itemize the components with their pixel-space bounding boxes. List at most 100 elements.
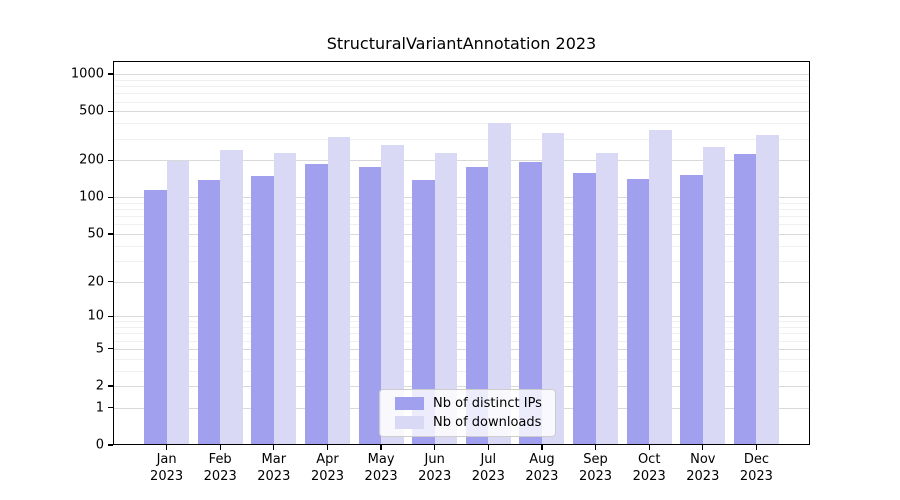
bar-ips-jun — [412, 180, 435, 445]
y-tick-200 — [108, 159, 113, 161]
x-tick-feb — [219, 445, 221, 450]
bar-downloads-mar — [273, 152, 297, 445]
y-tick-100 — [108, 196, 113, 198]
gridline-minor-8 — [113, 327, 810, 328]
legend-swatch-distinct-ips — [395, 397, 424, 410]
y-tick-label-5: 5 — [95, 341, 104, 357]
y-tick-1000 — [108, 73, 113, 75]
y-tick-label-1: 1 — [95, 400, 104, 416]
bar-downloads-oct — [649, 130, 672, 445]
bar-downloads-sep — [595, 152, 618, 445]
bar-ips-apr — [305, 164, 328, 445]
gridline-minor-800 — [113, 86, 810, 87]
gridline-minor-700 — [113, 93, 810, 95]
y-tick-5 — [108, 348, 113, 350]
x-tick-label-aug: Aug 2023 — [525, 452, 559, 484]
bar-ips-sep — [573, 172, 596, 445]
gridline-minor-4 — [113, 358, 810, 360]
y-tick-label-100: 100 — [79, 189, 104, 205]
x-tick-jul — [487, 445, 489, 450]
gridline-major-20 — [113, 281, 810, 283]
bar-downloads-aug — [541, 132, 565, 445]
bar-downloads-apr — [327, 136, 350, 445]
bar-ips-mar — [251, 176, 274, 445]
x-tick-label-jan: Jan 2023 — [150, 452, 184, 484]
gridline-minor-3 — [113, 370, 810, 372]
bar-downloads-may — [381, 145, 404, 445]
y-tick-20 — [108, 280, 113, 283]
bar-downloads-jun — [434, 152, 458, 445]
gridline-minor-30 — [113, 260, 810, 262]
gridline-minor-6 — [113, 340, 810, 342]
y-tick-label-10: 10 — [87, 308, 104, 324]
gridline-minor-400 — [113, 123, 810, 125]
legend-row-distinct-ips: Nb of distinct IPs — [395, 396, 542, 411]
legend-row-downloads: Nb of downloads — [395, 415, 542, 430]
x-tick-jun — [434, 445, 436, 450]
legend-swatch-downloads — [395, 416, 424, 429]
x-tick-label-jul: Jul 2023 — [471, 452, 505, 484]
x-tick-label-nov: Nov 2023 — [686, 452, 720, 484]
bar-downloads-feb — [220, 150, 243, 445]
gridline-major-500 — [113, 111, 810, 113]
gridline-minor-70 — [113, 216, 810, 218]
legend-label-downloads: Nb of downloads — [433, 415, 542, 430]
x-tick-may — [380, 445, 382, 450]
x-tick-label-sep: Sep 2023 — [578, 452, 613, 484]
gridline-minor-80 — [113, 209, 810, 211]
gridline-major-10 — [113, 316, 810, 318]
y-tick-1 — [108, 407, 113, 409]
y-tick-label-2: 2 — [95, 378, 104, 394]
chart-title: StructuralVariantAnnotation 2023 — [326, 34, 597, 53]
legend-label-distinct-ips: Nb of distinct IPs — [433, 396, 542, 411]
gridline-major-200 — [113, 160, 810, 162]
gridline-major-5 — [113, 348, 810, 350]
y-tick-label-500: 500 — [79, 103, 104, 119]
bar-ips-jan — [144, 190, 167, 445]
gridline-major-1000 — [113, 74, 810, 76]
x-tick-jan — [165, 445, 168, 450]
x-tick-label-dec: Dec 2023 — [739, 452, 773, 484]
x-tick-label-oct: Oct 2023 — [632, 452, 666, 484]
x-tick-mar — [273, 445, 275, 450]
bar-ips-oct — [626, 178, 650, 445]
bar-ips-jul — [465, 166, 489, 445]
y-tick-10 — [108, 315, 113, 317]
y-tick-label-50: 50 — [87, 226, 104, 242]
bar-downloads-dec — [756, 134, 779, 445]
plot-area — [113, 61, 810, 445]
gridline-minor-40 — [113, 245, 810, 247]
bar-ips-nov — [680, 175, 703, 445]
x-tick-apr — [326, 445, 329, 450]
x-tick-label-may: May 2023 — [364, 452, 398, 484]
bar-ips-may — [358, 166, 382, 445]
y-tick-label-200: 200 — [79, 152, 104, 168]
bar-downloads-nov — [702, 146, 726, 445]
x-tick-dec — [755, 445, 758, 450]
gridline-major-2 — [113, 386, 810, 387]
x-tick-nov — [702, 445, 704, 450]
x-tick-oct — [648, 445, 650, 450]
x-tick-label-jun: Jun 2023 — [418, 452, 452, 484]
y-tick-2 — [108, 385, 113, 387]
bar-downloads-jul — [488, 123, 511, 445]
bar-downloads-jan — [166, 161, 190, 445]
gridline-major-100 — [113, 197, 810, 199]
y-tick-50 — [108, 233, 113, 235]
bar-ips-aug — [519, 161, 542, 445]
x-tick-label-apr: Apr 2023 — [310, 452, 345, 484]
gridline-minor-600 — [113, 101, 810, 103]
x-tick-sep — [594, 445, 597, 450]
bar-ips-feb — [197, 180, 221, 445]
gridline-minor-9 — [113, 321, 810, 323]
gridline-minor-300 — [113, 138, 810, 140]
y-tick-500 — [108, 110, 113, 112]
bar-ips-dec — [733, 154, 757, 445]
x-tick-label-feb: Feb 2023 — [203, 452, 237, 484]
legend: Nb of distinct IPs Nb of downloads — [379, 389, 556, 437]
y-tick-label-20: 20 — [87, 274, 104, 289]
gridline-major-50 — [113, 233, 810, 235]
y-tick-label-0: 0 — [95, 437, 104, 453]
y-tick-label-1000: 1000 — [70, 66, 104, 82]
